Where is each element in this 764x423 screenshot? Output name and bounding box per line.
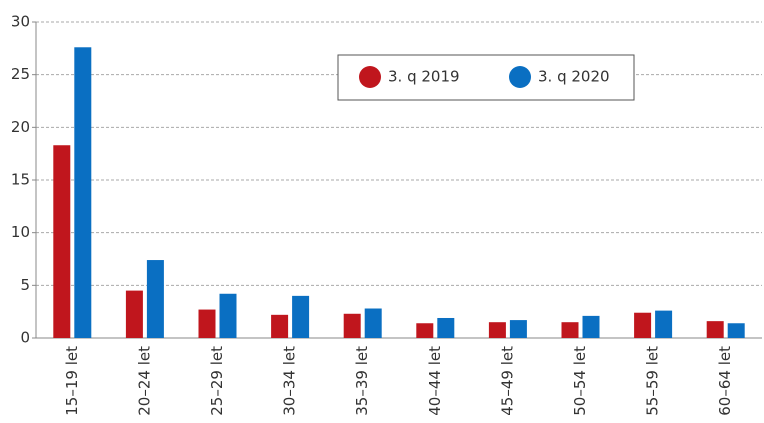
x-tick-label: 60–64 let — [716, 346, 734, 416]
bar — [488, 322, 506, 338]
bar — [634, 312, 652, 338]
bar — [437, 317, 455, 338]
legend-label: 3. q 2019 — [388, 68, 460, 86]
bar — [343, 313, 361, 338]
bar — [509, 320, 527, 338]
y-tick-label: 10 — [11, 223, 30, 241]
bar — [706, 321, 724, 338]
x-tick-label: 20–24 let — [135, 346, 153, 416]
x-tick-label: 35–39 let — [353, 346, 371, 416]
bar — [292, 295, 310, 338]
bar — [271, 314, 289, 338]
x-tick-label: 30–34 let — [281, 346, 299, 416]
bar — [416, 323, 434, 338]
bar — [727, 323, 745, 338]
legend-marker — [509, 66, 531, 88]
bar — [53, 145, 71, 338]
y-tick-label: 0 — [20, 329, 30, 347]
bar — [655, 310, 673, 338]
bar — [198, 309, 216, 338]
x-tick-label: 25–29 let — [208, 346, 226, 416]
bar — [125, 290, 143, 338]
y-tick-label: 15 — [11, 171, 30, 189]
bar — [364, 308, 382, 338]
y-tick-label: 5 — [20, 276, 30, 294]
bar — [561, 322, 579, 338]
bar — [219, 293, 237, 338]
legend-box — [337, 54, 635, 101]
x-tick-label: 45–49 let — [498, 346, 516, 416]
y-tick-label: 30 — [11, 13, 30, 31]
bar — [74, 47, 92, 338]
x-tick-label: 50–54 let — [571, 346, 589, 416]
y-tick-label: 20 — [11, 118, 30, 136]
bar — [582, 315, 600, 338]
y-tick-label: 25 — [11, 65, 30, 83]
legend: 3. q 2019 3. q 2020 — [337, 54, 635, 101]
bar — [146, 260, 164, 338]
x-tick-label: 15–19 let — [63, 346, 81, 416]
legend-label: 3. q 2020 — [538, 68, 610, 86]
x-tick-label: 55–59 let — [644, 346, 662, 416]
legend-marker — [359, 66, 381, 88]
x-tick-label: 40–44 let — [426, 346, 444, 416]
